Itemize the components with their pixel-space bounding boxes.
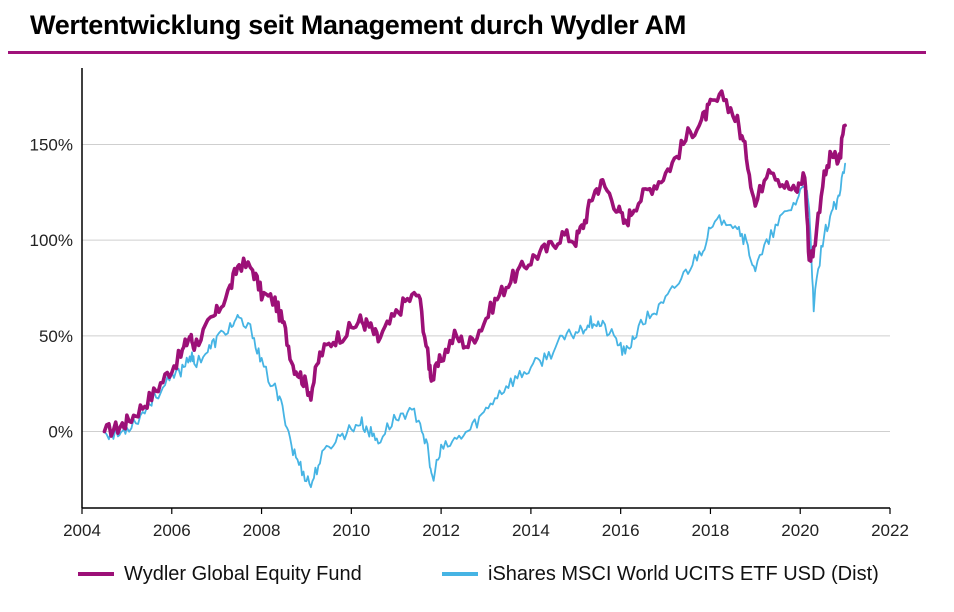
y-tick-label: 0%	[48, 422, 73, 441]
x-tick-label: 2004	[63, 521, 101, 540]
legend-label-index: iShares MSCI World UCITS ETF USD (Dist)	[488, 562, 879, 585]
legend-label-fund: Wydler Global Equity Fund	[124, 562, 362, 585]
legend-item-index: iShares MSCI World UCITS ETF USD (Dist)	[442, 562, 879, 586]
axes	[81, 68, 891, 514]
chart-title: Wertentwicklung seit Management durch Wy…	[30, 10, 687, 40]
series-lines	[102, 89, 847, 489]
title-underline	[8, 51, 926, 54]
x-tick-label: 2022	[871, 521, 909, 540]
x-tick-label: 2016	[602, 521, 640, 540]
x-tick-label: 2020	[781, 521, 819, 540]
y-tick-label: 50%	[39, 327, 73, 346]
legend-swatch-fund	[78, 572, 114, 576]
x-tick-label: 2014	[512, 521, 550, 540]
x-tick-label: 2018	[692, 521, 730, 540]
x-tick-label: 2012	[422, 521, 460, 540]
x-tick-label: 2008	[243, 521, 281, 540]
x-tick-label: 2006	[153, 521, 191, 540]
legend-item-fund: Wydler Global Equity Fund	[78, 562, 362, 586]
series-line-fund	[102, 89, 847, 438]
legend-swatch-index	[442, 572, 478, 576]
y-tick-label: 100%	[30, 231, 73, 250]
x-tick-label: 2010	[332, 521, 370, 540]
tick-labels: 0% 50% 100% 150% 2004 2006 2008 2010 2012 2014 201…	[30, 136, 909, 540]
series-line-index	[103, 162, 846, 489]
y-tick-label: 150%	[30, 136, 73, 155]
grid-lines	[82, 144, 890, 432]
